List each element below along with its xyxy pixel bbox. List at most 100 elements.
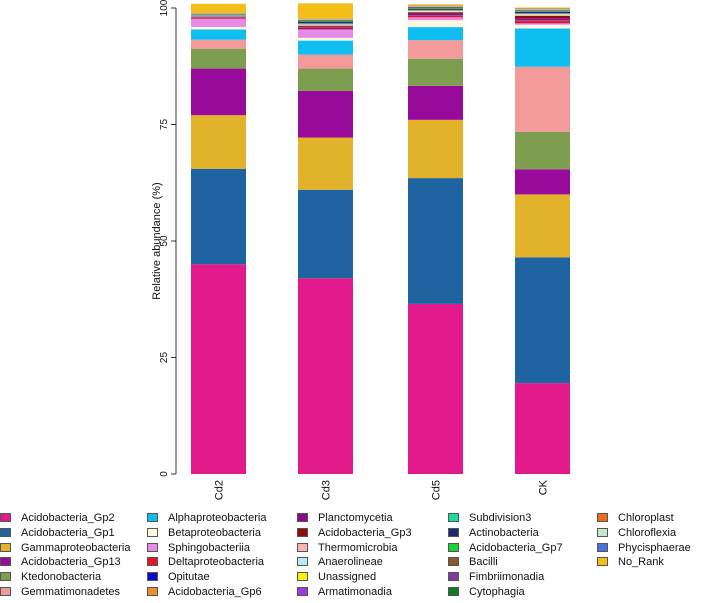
x-tick-label: CK <box>538 479 550 495</box>
bar-segment <box>515 11 570 14</box>
bar-segment <box>191 3 246 14</box>
legend-swatch <box>597 542 608 552</box>
bar-segment <box>515 28 570 67</box>
legend-label: Unassigned <box>318 571 377 584</box>
legend-label: No_Rank <box>618 556 664 569</box>
bar-segment <box>408 13 463 15</box>
legend-label: Alphaproteobacteria <box>168 512 267 524</box>
x-tick-label: Cd2 <box>214 480 226 500</box>
bar-segment <box>298 189 353 279</box>
legend-swatch <box>597 557 608 567</box>
bar-segment <box>408 15 463 18</box>
y-axis: 0 25 50 75 100 <box>159 0 177 477</box>
bar-segment <box>515 24 570 29</box>
bar-segment <box>408 58 463 86</box>
legend-label: Acidobacteria_Gp2 <box>21 512 115 524</box>
bar-segment <box>515 131 570 170</box>
bar-segment <box>191 39 246 50</box>
bar-segment <box>515 23 570 25</box>
x-tick-label: Cd5 <box>431 480 443 500</box>
y-tick-label: 100 <box>159 0 170 16</box>
legend-label: Betaproteobacteria <box>168 526 261 539</box>
bar-segment <box>298 137 353 190</box>
legend-label: Bacilli <box>469 556 498 569</box>
legend-label: Acidobacteria_Gp1 <box>21 526 115 539</box>
bar-segment <box>298 54 353 69</box>
bar-segment <box>408 85 463 120</box>
legend-swatch <box>147 527 158 537</box>
legend-swatch <box>147 572 158 582</box>
legend-swatch <box>147 587 158 596</box>
bar-segment <box>408 119 463 179</box>
legend-swatch <box>448 527 459 537</box>
legend-label: Gemmatimonadetes <box>21 586 121 598</box>
bar-segment <box>515 18 570 21</box>
bar-segment <box>298 21 353 24</box>
legend-label: Ktedonobacteria <box>21 571 102 584</box>
legend-swatch <box>0 542 11 552</box>
legend-swatch <box>448 572 459 582</box>
legend-label: Deltaproteobacteria <box>168 556 265 569</box>
legend-label: Cytophagia <box>469 586 525 598</box>
bar-segment <box>191 115 246 169</box>
legend-label: Acidobacteria_Gp7 <box>469 541 563 554</box>
legend-swatch <box>448 587 459 596</box>
x-tick-label: Cd3 <box>321 480 333 500</box>
legend-swatch <box>147 557 158 567</box>
bar-segment <box>191 27 246 30</box>
legend-label: Opitutae <box>168 571 210 584</box>
legend-label: Acidobacteria_Gp13 <box>21 556 121 569</box>
legend-label: Thermomicrobia <box>318 541 398 554</box>
legend-swatch <box>448 542 459 552</box>
legend: Acidobacteria_Gp2 Acidobacteria_Gp1 Gammap… <box>0 511 708 603</box>
bar-segment <box>408 303 463 474</box>
bar-segment <box>408 4 463 6</box>
bar-segment <box>191 29 246 40</box>
legend-swatch <box>297 513 308 522</box>
bar-segment <box>298 29 353 38</box>
legend-label: Planctomycetia <box>318 512 393 524</box>
bar-segment <box>408 8 463 10</box>
bar-segment <box>515 14 570 16</box>
bar-segment <box>408 20 463 28</box>
bar-segment <box>191 18 246 28</box>
bar-segment <box>408 40 463 59</box>
bar-segment <box>298 3 353 19</box>
legend-label: Sphingobacteriia <box>168 541 250 554</box>
legend-label: Gammaproteobacteria <box>21 541 131 554</box>
bar-segment <box>515 257 570 384</box>
bar-segment <box>408 17 463 21</box>
x-axis: Cd2 Cd3 Cd5 CK <box>214 479 550 500</box>
bar-segment <box>298 25 353 27</box>
legend-label: Fimbriimonadia <box>469 571 545 584</box>
legend-swatch <box>0 557 11 567</box>
legend-swatch <box>448 513 459 522</box>
bar-segment <box>298 26 353 28</box>
legend-swatch <box>448 557 459 567</box>
y-tick-label: 25 <box>159 352 170 364</box>
bar-segment <box>408 12 463 14</box>
legend-swatch <box>0 513 11 522</box>
bar-segment <box>298 37 353 41</box>
bar-segment <box>515 383 570 474</box>
stacked-bar-chart: 0 25 50 75 100 Relative abundance (%) Cd2 Cd3… <box>151 0 570 500</box>
bars <box>191 3 570 474</box>
legend-swatch <box>0 572 11 582</box>
legend-label: Armatimonadia <box>318 586 392 598</box>
bar-segment <box>298 40 353 55</box>
bar-segment <box>298 90 353 138</box>
legend-swatch <box>297 557 308 567</box>
legend-swatch <box>0 587 11 596</box>
legend-label: Acidobacteria_Gp6 <box>168 586 262 598</box>
bar-segment <box>298 68 353 91</box>
bar-segment <box>191 68 246 116</box>
legend-swatch <box>297 542 308 552</box>
legend-swatch <box>147 542 158 552</box>
legend-label: Chloroflexia <box>618 526 677 539</box>
bar-segment <box>298 278 353 474</box>
y-tick-label: 50 <box>159 235 170 247</box>
bar-segment <box>515 169 570 195</box>
bar-segment <box>515 66 570 132</box>
bar-segment <box>191 264 246 474</box>
bar-segment <box>515 21 570 24</box>
